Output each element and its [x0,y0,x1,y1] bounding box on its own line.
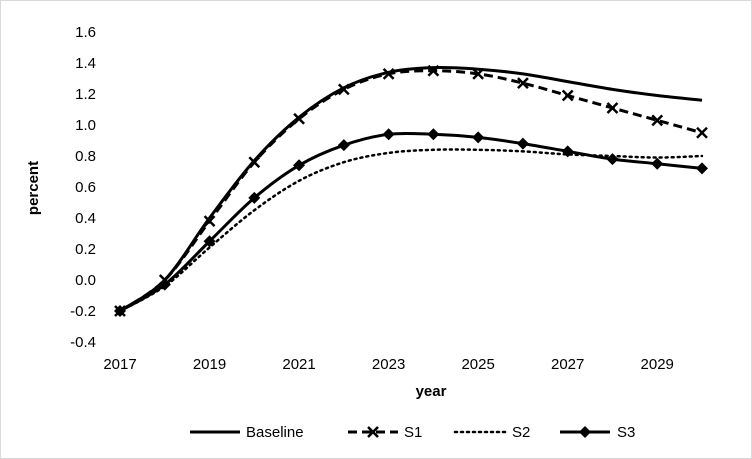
data-point [382,67,395,80]
legend-label: S1 [404,424,422,441]
data-point [203,235,216,248]
series-line [119,66,703,313]
data-point [293,159,306,172]
y-tick-label: 0.4 [75,210,96,227]
data-point [427,128,440,141]
series-line [118,148,704,313]
data-point [606,102,619,114]
data-point [472,131,485,144]
y-tick-label: 1.2 [75,86,96,103]
legend-label: Baseline [246,424,304,441]
data-point [606,153,619,166]
data-point [516,137,529,150]
series-s1 [114,64,708,317]
y-axis-ticks: -0.4 -0.2 0.0 0.2 0.4 0.6 0.8 1.0 1.2 1.4 1.6 [70,24,96,351]
legend-label: S2 [512,424,530,441]
legend-item-baseline: Baseline [190,424,304,441]
data-point [114,305,126,317]
data-point [696,162,708,175]
x-tick-label: 2021 [282,356,315,373]
x-tick-label: 2025 [461,356,494,373]
series-layer [114,64,708,317]
y-axis-title: percent [25,161,42,215]
legend-marker [579,426,591,438]
data-point [337,139,350,152]
y-tick-label: 1.0 [75,117,96,134]
legend-item-s3: S3 [560,424,635,441]
legend-item-s2: S2 [453,424,530,441]
legend-marker [367,426,379,438]
x-axis-ticks: 2017 2019 2021 2023 2025 2027 2029 [103,356,674,373]
data-point [248,156,261,169]
data-point [472,67,485,80]
x-tick-label: 2027 [551,356,584,373]
data-point [382,128,395,141]
y-tick-label: 0.2 [75,241,96,258]
series-baseline [119,66,703,313]
data-point [427,64,440,77]
series-s2 [118,148,704,313]
x-axis-title: year [416,383,447,400]
data-point [561,89,574,102]
y-tick-label: 0.8 [75,148,96,165]
x-tick-label: 2019 [193,356,226,373]
data-point [561,145,574,158]
data-point [651,114,664,127]
data-point [517,77,529,90]
series-s3 [114,128,708,317]
y-tick-label: 0.6 [75,179,96,196]
x-tick-label: 2023 [372,356,405,373]
y-tick-label: -0.2 [70,303,96,320]
legend-item-s1: S1 [348,424,422,441]
data-point [293,112,305,125]
y-tick-label: 0.0 [75,272,96,289]
data-point [337,83,350,96]
y-tick-label: -0.4 [70,334,96,351]
data-point [651,157,664,170]
y-tick-label: 1.6 [75,24,96,41]
x-tick-label: 2029 [641,356,674,373]
data-point [248,191,261,204]
y-tick-label: 1.4 [75,55,96,72]
legend: Baseline S1 S2 S3 [190,424,635,441]
x-tick-label: 2017 [103,356,136,373]
legend-label: S3 [617,424,635,441]
data-point [158,278,171,291]
data-point [203,215,216,227]
data-point [696,126,708,139]
